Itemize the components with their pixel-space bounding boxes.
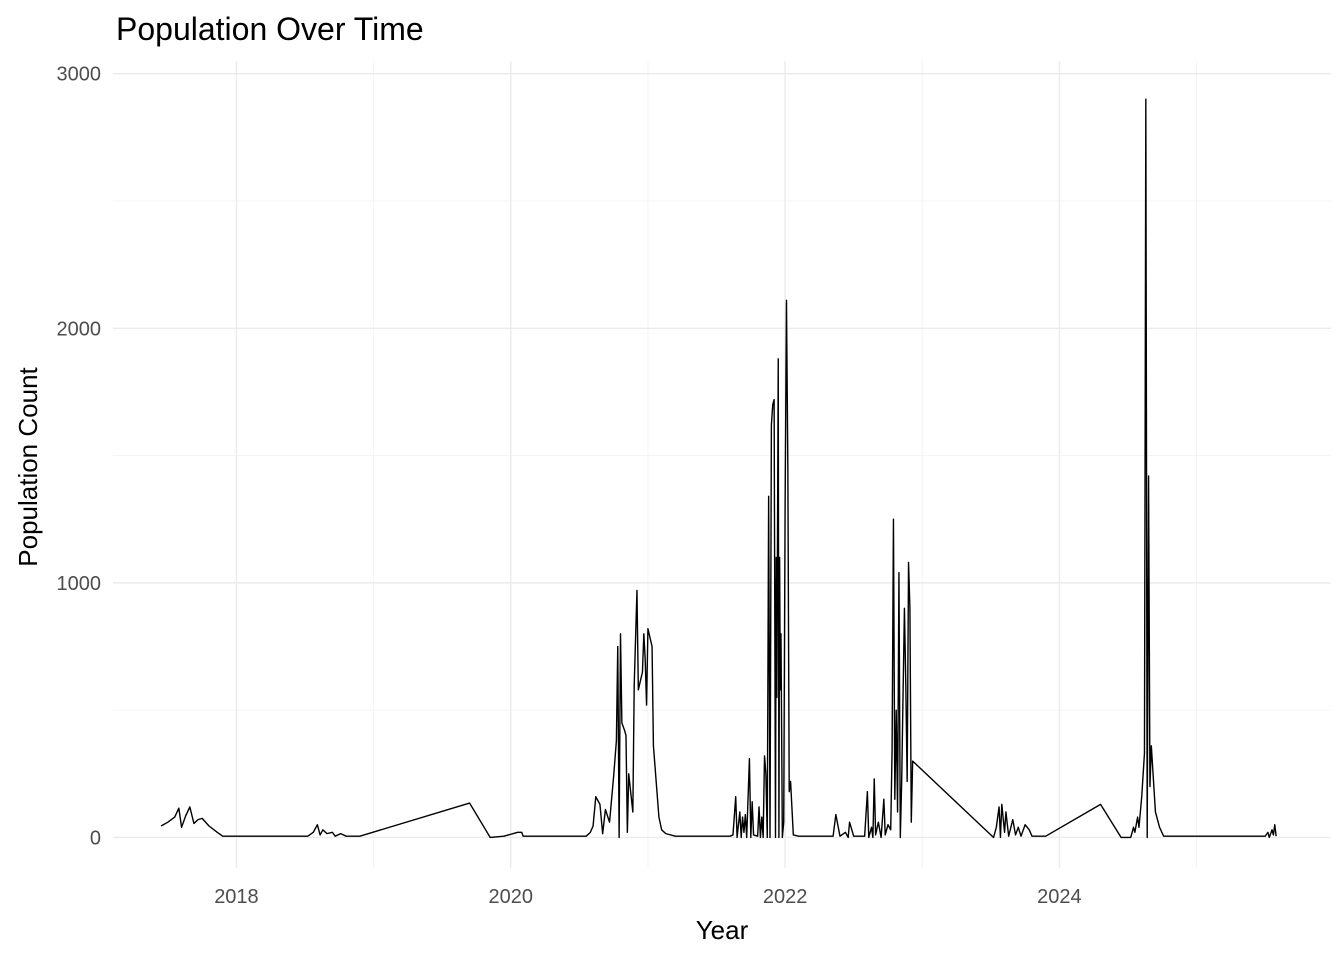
x-tick-label: 2018 [214, 886, 259, 908]
grid [113, 61, 1331, 868]
y-axis-title: Population Count [13, 366, 43, 566]
series-line [160, 98, 1277, 839]
y-tick-label: 1000 [57, 573, 102, 595]
y-tick-label: 3000 [57, 64, 102, 86]
x-tick-label: 2020 [489, 886, 534, 908]
chart-title: Population Over Time [116, 11, 424, 47]
data-series [160, 98, 1277, 839]
x-axis-ticks: 2018 2020 2022 2024 [214, 886, 1081, 908]
x-tick-label: 2022 [763, 886, 808, 908]
y-tick-label: 0 [90, 827, 101, 849]
x-axis-title: Year [696, 915, 749, 945]
y-tick-label: 2000 [57, 318, 102, 340]
y-axis-ticks: 0 1000 2000 3000 [57, 64, 102, 850]
x-tick-label: 2024 [1037, 886, 1082, 908]
